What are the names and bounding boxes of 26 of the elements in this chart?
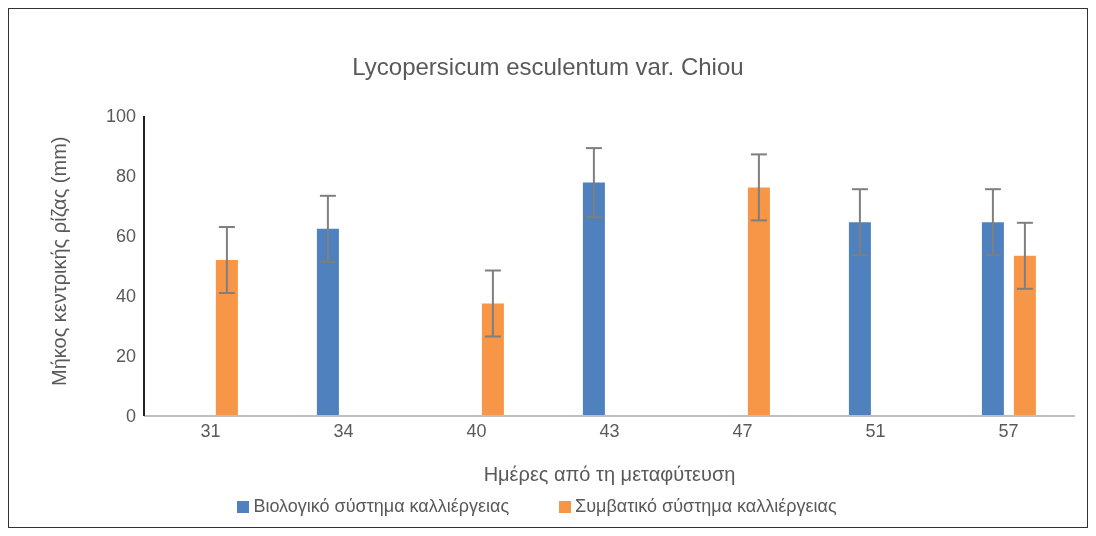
- x-tick-label: 34: [333, 420, 354, 441]
- x-tick-label: 43: [599, 420, 620, 441]
- x-tick-label: 31: [200, 420, 221, 441]
- y-axis-title: Μήκος κεντρικής ρίζας (mm): [48, 136, 71, 386]
- legend-label: Συμβατικό σύστημα καλλιέργειας: [575, 496, 837, 516]
- x-axis-title: Ημέρες από τη μεταφύτευση: [483, 463, 736, 485]
- x-tick-label: 51: [865, 420, 886, 441]
- legend-label: Βιολογικό σύστημα καλλιέργειας: [253, 496, 510, 516]
- y-tick-label: 40: [115, 286, 136, 307]
- bar: [316, 228, 339, 416]
- bar: [747, 187, 770, 416]
- bar: [1013, 255, 1036, 416]
- x-tick-label: 57: [998, 420, 1019, 441]
- chart-title: Lycopersicum esculentum var. Chiou: [351, 53, 745, 81]
- y-tick-label: 60: [115, 226, 136, 247]
- bar: [215, 260, 238, 416]
- y-tick-label: 20: [115, 346, 136, 367]
- bar: [481, 303, 504, 416]
- bar: [848, 222, 871, 416]
- bar: [981, 222, 1004, 416]
- y-tick-label: 100: [105, 106, 136, 127]
- y-tick-label: 80: [115, 166, 136, 187]
- y-tick-label: 0: [125, 406, 136, 427]
- x-tick-label: 47: [732, 420, 753, 441]
- bar: [582, 182, 605, 416]
- x-tick-label: 40: [466, 420, 487, 441]
